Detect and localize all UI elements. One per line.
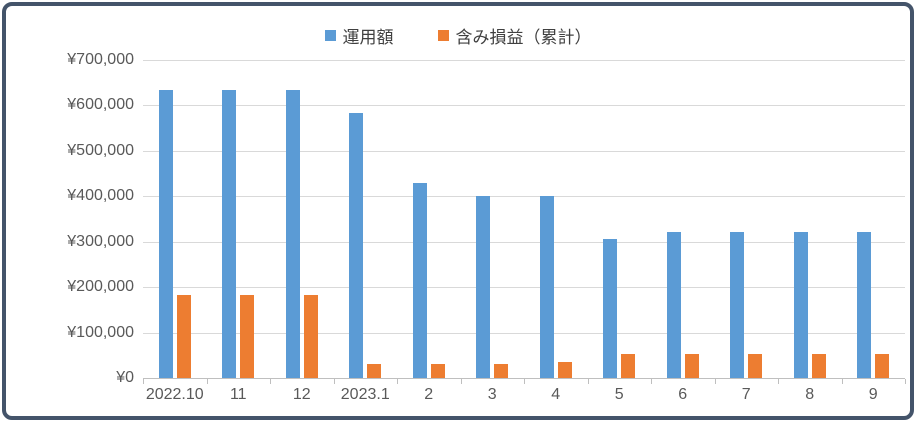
bar-運用額 xyxy=(285,90,300,378)
bar-group xyxy=(461,60,525,378)
x-axis-category-label: 7 xyxy=(741,386,751,403)
plot-area xyxy=(143,60,906,384)
x-axis-category-label: 4 xyxy=(551,386,561,403)
bar-group xyxy=(524,60,588,378)
bar-含み損益（累計） xyxy=(621,354,636,378)
bar-含み損益（累計） xyxy=(303,295,318,378)
gridline xyxy=(143,241,905,243)
x-axis-tick xyxy=(714,379,716,384)
bar-group xyxy=(588,60,652,378)
bar-含み損益（累計） xyxy=(430,364,445,378)
bar-運用額 xyxy=(412,182,427,378)
bar-運用額 xyxy=(222,90,237,378)
x-axis-tick xyxy=(651,379,652,384)
x-axis: 2022.10 11 12 2023.1 2 3 4 5 6 7 8 9 xyxy=(143,386,905,410)
x-axis-tick xyxy=(460,379,462,384)
x-axis-tick xyxy=(841,379,843,384)
x-axis-category-label: 2023.1 xyxy=(340,386,390,403)
bar-group xyxy=(207,60,271,378)
x-axis-category-label: 12 xyxy=(292,386,311,403)
y-axis-tick-label: ¥100,000 xyxy=(67,323,134,341)
y-axis-tick-label: ¥500,000 xyxy=(67,141,134,159)
bar-含み損益（累計） xyxy=(875,354,890,378)
x-axis-category-label: 2 xyxy=(424,386,434,403)
gridline xyxy=(143,60,905,61)
bar-group xyxy=(651,60,715,378)
bar-group xyxy=(397,60,461,378)
bar-運用額 xyxy=(476,196,491,378)
x-axis-category-label: 2022.10 xyxy=(145,386,204,403)
x-axis-category-label: 9 xyxy=(868,386,878,403)
y-axis-tick-label: ¥300,000 xyxy=(67,232,134,250)
bar-運用額 xyxy=(730,231,745,378)
legend-marker-orange-icon xyxy=(437,29,449,41)
bar-含み損益（累計） xyxy=(557,362,572,378)
legend-item-unyogaku: 運用額 xyxy=(324,23,394,48)
y-axis-tick-label: ¥400,000 xyxy=(67,187,134,205)
gridline xyxy=(143,150,905,152)
y-axis-tick-label: ¥200,000 xyxy=(67,278,134,296)
x-axis-category-label: 11 xyxy=(229,386,247,403)
bar-含み損益（累計） xyxy=(684,354,699,378)
bar-含み損益（累計） xyxy=(240,295,255,378)
bar-運用額 xyxy=(666,231,681,378)
x-axis-tick xyxy=(397,379,398,384)
x-axis-tick xyxy=(778,379,779,384)
x-axis-category-label: 6 xyxy=(678,386,688,403)
gridline xyxy=(143,105,905,107)
x-axis-tick xyxy=(524,379,525,384)
bar-運用額 xyxy=(857,231,872,378)
legend-label-fukumi-soneki: 含み損益（累計） xyxy=(455,27,592,47)
gridline xyxy=(143,196,905,198)
x-axis-category-label: 3 xyxy=(487,386,497,403)
x-axis-tick xyxy=(143,379,144,384)
bar-含み損益（累計） xyxy=(367,364,382,378)
bar-含み損益（累計） xyxy=(176,295,191,378)
y-axis-tick-label: ¥0 xyxy=(116,369,134,386)
bar-含み損益（累計） xyxy=(748,354,763,378)
y-axis-tick-label: ¥600,000 xyxy=(67,96,134,114)
bar-含み損益（累計） xyxy=(494,364,509,378)
gridline xyxy=(143,332,905,334)
y-axis: ¥700,000 ¥600,000 ¥500,000 ¥400,000 ¥300,000… xyxy=(6,51,134,386)
bar-group xyxy=(270,60,334,378)
x-axis-category-label: 5 xyxy=(614,386,624,403)
bar-series xyxy=(143,60,905,378)
bar-運用額 xyxy=(349,113,364,378)
legend-marker-blue-icon xyxy=(324,29,336,41)
y-axis-tick-label: ¥700,000 xyxy=(67,51,134,68)
bar-group xyxy=(715,60,779,378)
bar-運用額 xyxy=(603,239,618,378)
legend-item-fukumi-soneki: 含み損益（累計） xyxy=(437,23,592,48)
gridline xyxy=(143,287,905,289)
x-axis-tick xyxy=(905,379,906,384)
bar-運用額 xyxy=(158,90,173,378)
x-axis-tick xyxy=(587,379,589,384)
bar-group xyxy=(143,60,207,378)
bar-含み損益（累計） xyxy=(811,354,826,378)
x-axis-tick xyxy=(333,379,335,384)
legend: 運用額 含み損益（累計） xyxy=(6,22,910,48)
x-axis-category-label: 8 xyxy=(805,386,815,403)
bar-group xyxy=(842,60,906,378)
legend-label-unyogaku: 運用額 xyxy=(342,27,394,47)
x-axis-tick xyxy=(206,379,208,384)
bar-group xyxy=(778,60,842,378)
bar-運用額 xyxy=(793,231,808,378)
bar-group xyxy=(334,60,398,378)
x-axis-tick xyxy=(270,379,271,384)
bar-運用額 xyxy=(539,196,554,378)
